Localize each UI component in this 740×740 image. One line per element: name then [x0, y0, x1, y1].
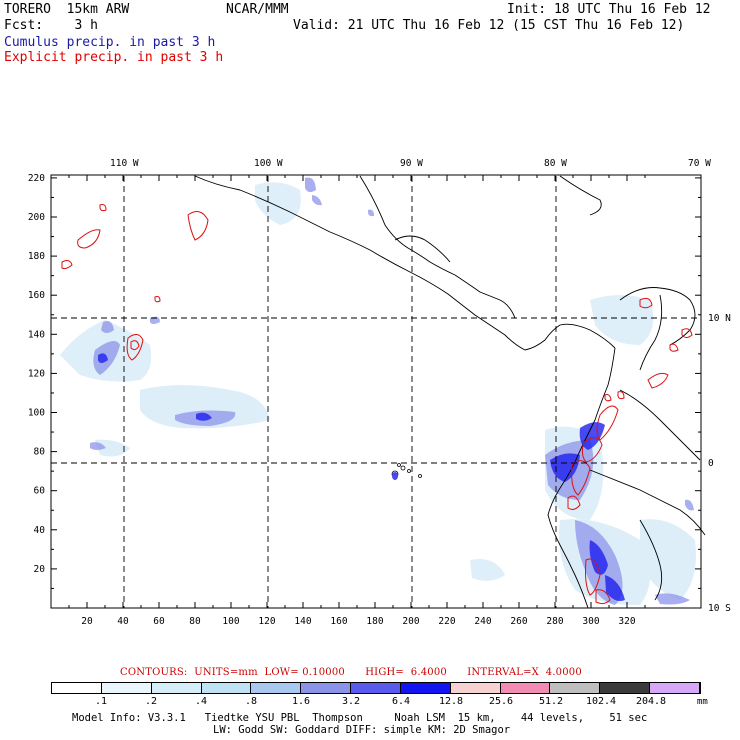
x-tick-label: 160 — [330, 616, 347, 627]
physics-info: LW: Godd SW: Goddard DIFF: simple KM: 2D… — [213, 724, 511, 736]
colorbar-swatch — [101, 683, 152, 693]
init-time: Init: 18 UTC Thu 16 Feb 12 — [507, 2, 711, 17]
right-lat-labels: 10 N 0 10 S — [708, 313, 731, 614]
lon-label: 110 W — [110, 158, 139, 169]
colorbar-unit: mm — [697, 697, 708, 707]
colorbar-swatch — [450, 683, 501, 693]
y-tick-label: 20 — [34, 564, 46, 575]
x-tick-label: 60 — [153, 616, 165, 627]
y-tick-label: 180 — [28, 251, 45, 262]
model-title: TORERO 15km ARW — [4, 2, 130, 17]
lon-label: 90 W — [400, 158, 423, 169]
y-tick-label: 60 — [34, 486, 46, 497]
lat-label: 0 — [708, 458, 714, 469]
x-tick-label: 100 — [222, 616, 239, 627]
x-tick-label: 320 — [618, 616, 635, 627]
colorbar-label: .2 — [144, 696, 158, 707]
x-tick-label: 300 — [582, 616, 599, 627]
colorbar-swatch — [52, 683, 102, 693]
field-cumulus-label: Cumulus precip. in past 3 h — [4, 35, 216, 50]
colorbar-label: 51.2 — [538, 696, 564, 707]
colorbar-label: .1 — [94, 696, 108, 707]
colorbar-label: 102.4 — [585, 696, 617, 707]
lon-label: 70 W — [688, 158, 711, 169]
y-tick-labels: 20 40 60 80 100 120 140 160 180 200 220 — [28, 173, 45, 575]
colorbar-label: 6.4 — [391, 696, 411, 707]
field-explicit-label: Explicit precip. in past 3 h — [4, 50, 224, 65]
colorbar — [51, 682, 701, 694]
colorbar-swatch — [301, 683, 352, 693]
colorbar-swatch — [201, 683, 252, 693]
colorbar-label: 3.2 — [341, 696, 361, 707]
y-tick-label: 140 — [28, 329, 45, 340]
x-tick-label: 140 — [294, 616, 311, 627]
valid-time: Valid: 21 UTC Thu 16 Feb 12 (15 CST Thu … — [293, 18, 685, 33]
coastlines — [194, 175, 706, 609]
x-tick-label: 260 — [510, 616, 527, 627]
axis-ticks — [51, 175, 701, 608]
x-tick-labels: 20 40 60 80 100 120 140 160 180 200 220 240 260 280 30… — [81, 616, 636, 627]
colorbar-label: 12.8 — [438, 696, 464, 707]
y-tick-label: 160 — [28, 290, 45, 301]
lon-label: 80 W — [544, 158, 567, 169]
graticule — [51, 176, 700, 608]
y-tick-label: 120 — [28, 368, 45, 379]
colorbar-swatch — [151, 683, 202, 693]
x-tick-label: 180 — [366, 616, 383, 627]
colorbar-label: 25.6 — [488, 696, 514, 707]
lon-label: 100 W — [254, 158, 283, 169]
colorbar-label: .8 — [244, 696, 258, 707]
x-tick-label: 120 — [258, 616, 275, 627]
top-lon-labels: 110 W 100 W 90 W 80 W 70 W — [110, 158, 711, 169]
lat-label: 10 N — [708, 313, 731, 324]
y-tick-label: 100 — [28, 408, 45, 419]
colorbar-swatch — [251, 683, 302, 693]
x-tick-label: 80 — [189, 616, 201, 627]
y-tick-label: 200 — [28, 212, 45, 223]
colorbar-label: 204.8 — [635, 696, 667, 707]
y-tick-label: 80 — [34, 447, 46, 458]
forecast-hour: Fcst: 3 h — [4, 18, 98, 33]
y-tick-label: 220 — [28, 173, 45, 184]
lat-label: 10 S — [708, 603, 731, 614]
contour-info: CONTOURS: UNITS=mm LOW= 0.10000 HIGH= 6.… — [120, 667, 582, 678]
colorbar-swatch — [600, 683, 651, 693]
x-tick-label: 40 — [117, 616, 129, 627]
center-label: NCAR/MMM — [226, 2, 289, 17]
galapagos-precip — [392, 472, 398, 480]
x-tick-label: 280 — [546, 616, 563, 627]
y-tick-label: 40 — [34, 525, 46, 536]
colorbar-label: .4 — [194, 696, 208, 707]
x-tick-label: 220 — [438, 616, 455, 627]
colorbar-swatch — [400, 683, 451, 693]
x-tick-label: 200 — [402, 616, 419, 627]
model-info: Model Info: V3.3.1 Tiedtke YSU PBL Thomp… — [72, 712, 648, 724]
x-tick-label: 20 — [81, 616, 93, 627]
colorbar-swatch — [500, 683, 551, 693]
map-frame — [50, 174, 702, 609]
colorbar-label: 1.6 — [291, 696, 311, 707]
colorbar-swatch — [550, 683, 601, 693]
colorbar-swatch — [351, 683, 401, 693]
explicit-precip-contours — [61, 204, 693, 605]
cumulus-strong-shading — [98, 353, 625, 601]
colorbar-swatch — [650, 683, 700, 693]
x-tick-label: 240 — [474, 616, 491, 627]
